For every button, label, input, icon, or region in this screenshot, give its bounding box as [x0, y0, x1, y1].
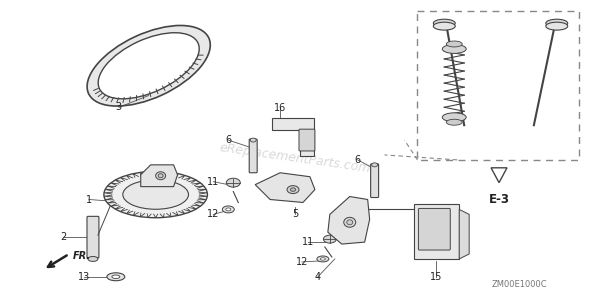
Ellipse shape: [287, 186, 299, 194]
Text: 3: 3: [116, 102, 122, 112]
Ellipse shape: [433, 19, 455, 27]
FancyBboxPatch shape: [418, 209, 450, 250]
Text: 1: 1: [86, 194, 92, 204]
Ellipse shape: [446, 41, 462, 47]
Text: 11: 11: [207, 177, 219, 187]
Text: FR.: FR.: [73, 251, 91, 261]
Text: 11: 11: [302, 237, 314, 247]
Ellipse shape: [372, 163, 378, 167]
Text: 2: 2: [60, 232, 66, 242]
Ellipse shape: [112, 275, 120, 278]
Ellipse shape: [123, 180, 188, 209]
Text: 16: 16: [274, 103, 286, 113]
Text: 6: 6: [225, 135, 231, 145]
Text: 4: 4: [315, 272, 321, 282]
Text: 12: 12: [296, 257, 308, 267]
Ellipse shape: [227, 178, 240, 187]
Ellipse shape: [107, 273, 125, 281]
Text: 6: 6: [355, 155, 360, 165]
Ellipse shape: [226, 208, 231, 211]
Polygon shape: [491, 168, 507, 183]
Ellipse shape: [88, 256, 98, 261]
Ellipse shape: [546, 19, 568, 27]
Polygon shape: [459, 209, 469, 259]
Ellipse shape: [104, 171, 208, 218]
Text: 15: 15: [430, 272, 442, 282]
Ellipse shape: [442, 45, 466, 53]
Ellipse shape: [222, 206, 234, 213]
Ellipse shape: [320, 258, 325, 260]
Text: E-3: E-3: [489, 193, 510, 206]
Text: 5: 5: [292, 209, 298, 219]
Text: 12: 12: [207, 209, 219, 219]
FancyBboxPatch shape: [249, 139, 257, 173]
Ellipse shape: [546, 22, 568, 30]
Bar: [417, 11, 579, 160]
Ellipse shape: [87, 25, 210, 106]
Ellipse shape: [290, 188, 296, 191]
FancyBboxPatch shape: [299, 129, 315, 151]
Ellipse shape: [156, 172, 166, 180]
Ellipse shape: [442, 113, 466, 122]
Polygon shape: [255, 173, 315, 202]
FancyBboxPatch shape: [87, 216, 99, 258]
Polygon shape: [272, 118, 314, 156]
FancyBboxPatch shape: [371, 164, 379, 198]
Text: 13: 13: [78, 272, 90, 282]
Text: eReplacementParts.com: eReplacementParts.com: [218, 141, 372, 175]
Ellipse shape: [446, 119, 462, 125]
Ellipse shape: [347, 220, 353, 225]
Polygon shape: [414, 204, 459, 259]
Ellipse shape: [98, 33, 199, 99]
Ellipse shape: [317, 256, 329, 262]
Ellipse shape: [250, 138, 256, 142]
Ellipse shape: [158, 174, 163, 178]
Polygon shape: [141, 165, 178, 187]
Ellipse shape: [323, 235, 336, 243]
Polygon shape: [328, 196, 370, 244]
Ellipse shape: [344, 217, 356, 227]
Ellipse shape: [433, 22, 455, 30]
Text: ZM00E1000C: ZM00E1000C: [491, 280, 547, 289]
